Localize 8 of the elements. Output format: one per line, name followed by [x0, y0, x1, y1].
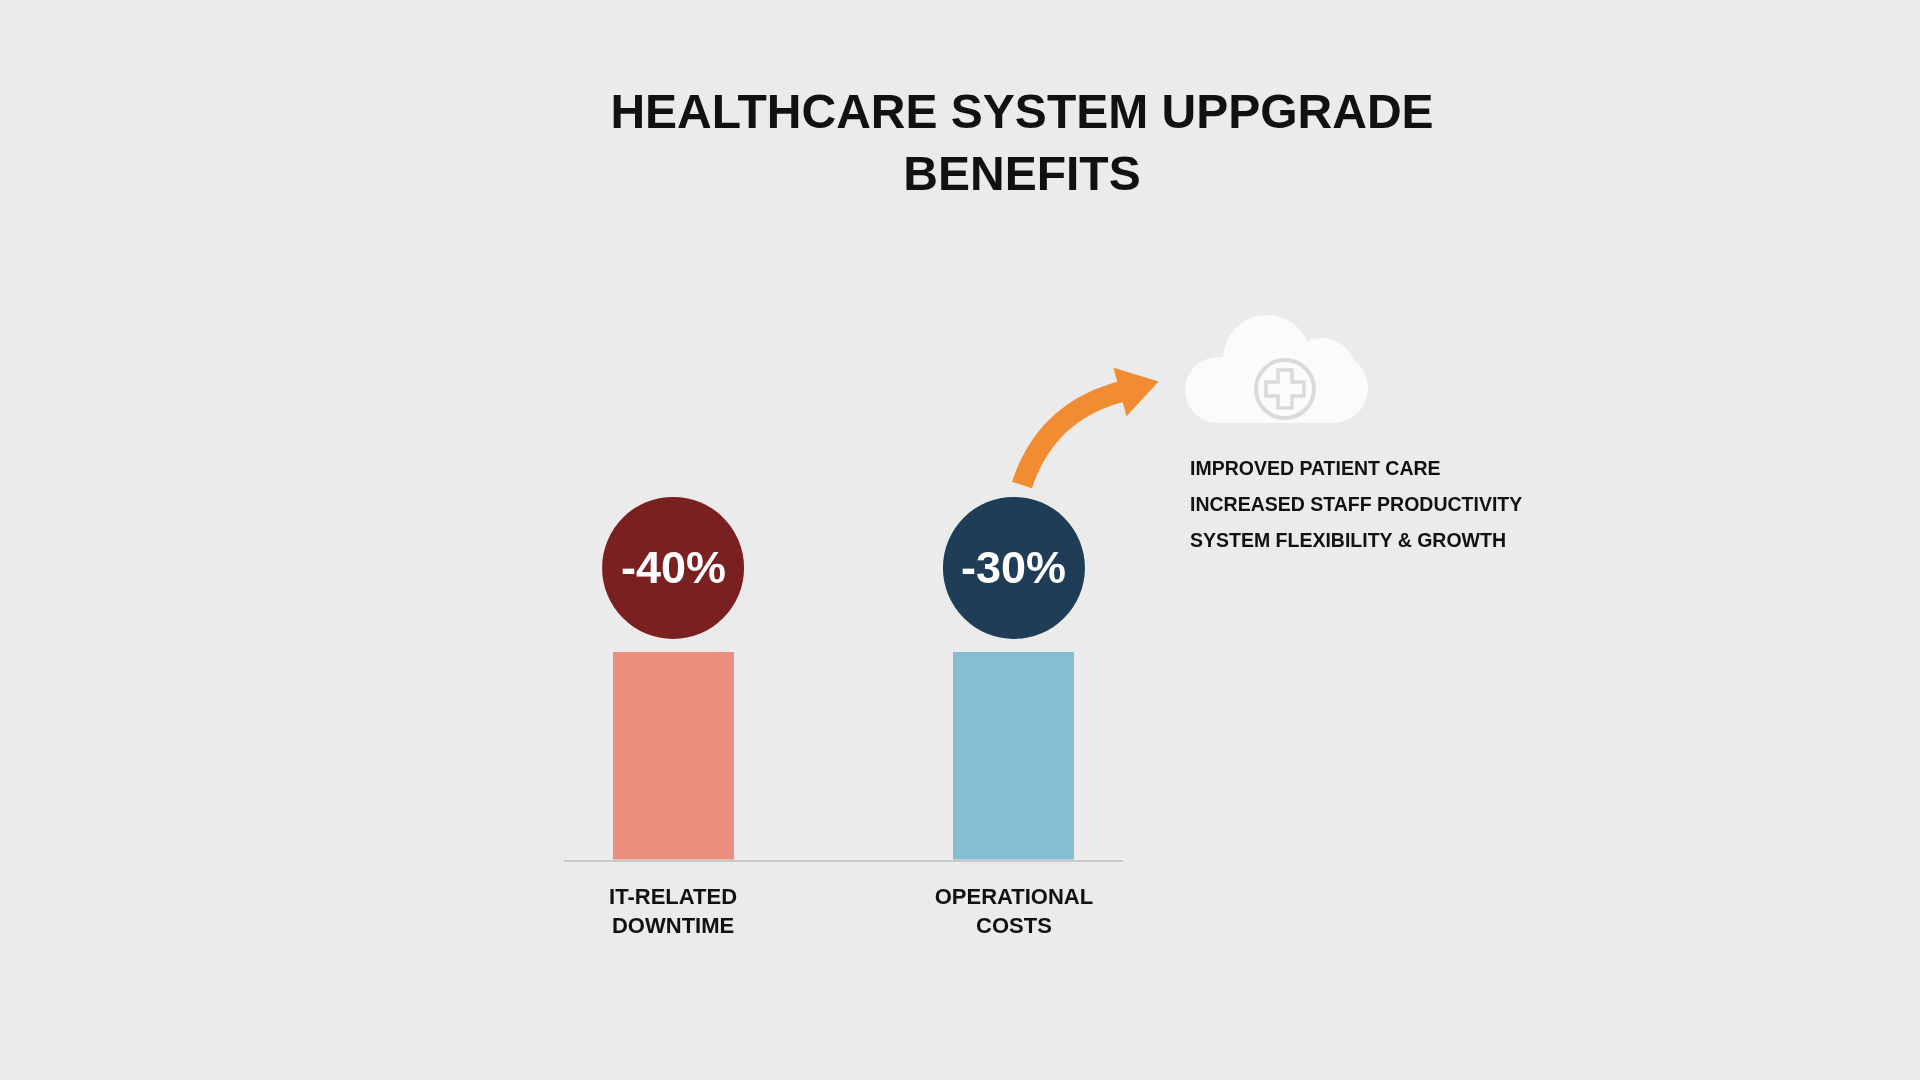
- annotation: -40%: [621, 542, 727, 593]
- text: SYSTEM FLEXIBILITY & GROWTH: [1190, 529, 1506, 551]
- text: IMPROVED PATIENT CARE: [1190, 457, 1441, 479]
- annotation: -30%: [961, 542, 1067, 593]
- x-tick-label: OPERATIONAL COSTS: [934, 883, 1094, 938]
- x-tick-label: IT-RELATED DOWNTIME: [609, 883, 738, 938]
- text: INCREASED STAFF PRODUCTIVITY: [1190, 493, 1523, 515]
- chart-title: HEALTHCARE SYSTEM UPPGRADE BENEFITS: [610, 85, 1434, 201]
